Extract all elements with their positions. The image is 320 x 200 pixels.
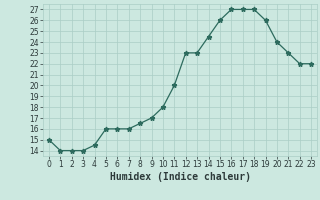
X-axis label: Humidex (Indice chaleur): Humidex (Indice chaleur) (109, 172, 251, 182)
